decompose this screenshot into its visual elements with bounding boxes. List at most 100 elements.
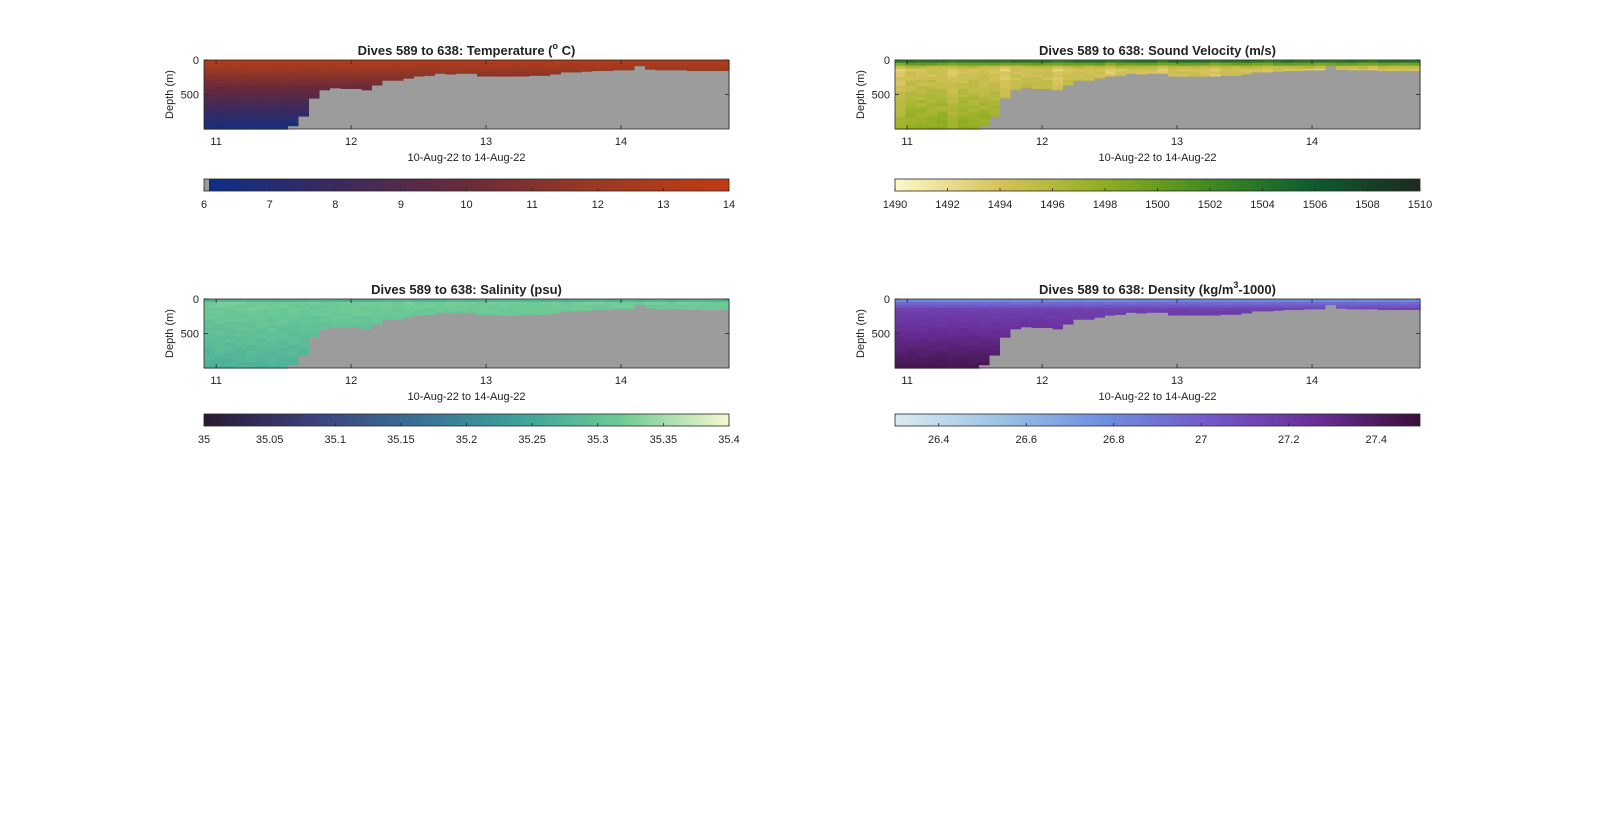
heatmap-cell — [403, 60, 415, 64]
heatmap-cell — [204, 339, 216, 343]
heatmap-cell — [958, 85, 970, 90]
heatmap-cell — [235, 324, 247, 329]
heatmap-cell — [1105, 62, 1117, 67]
heatmap-cell — [414, 307, 426, 312]
heatmap-cell — [288, 353, 300, 358]
heatmap-cell — [1031, 83, 1043, 87]
heatmap-cell — [916, 336, 928, 340]
heatmap-cell — [498, 65, 510, 70]
heatmap-cell — [958, 362, 970, 366]
heatmap-cell — [937, 123, 949, 127]
heatmap-cell — [1031, 80, 1043, 84]
heatmap-cell — [895, 68, 907, 73]
heatmap-cell — [288, 359, 300, 363]
colorbar-tick-label: 1504 — [1250, 199, 1274, 211]
heatmap-cell — [277, 359, 289, 363]
heatmap-cell — [382, 299, 394, 303]
heatmap-cell — [277, 88, 289, 93]
heatmap-cell — [968, 347, 980, 352]
colorbar-tick-label: 35.25 — [518, 434, 546, 446]
heatmap-cell — [246, 333, 258, 337]
heatmap-cell — [330, 324, 342, 328]
heatmap-cell — [267, 353, 279, 358]
heatmap-cell — [905, 111, 917, 116]
heatmap-cell — [288, 106, 300, 110]
heatmap-cell — [361, 77, 373, 81]
heatmap-cell — [256, 365, 268, 369]
heatmap-cell — [905, 356, 917, 360]
heatmap-cell — [298, 88, 310, 93]
heatmap-cell — [319, 80, 331, 84]
no-data-region — [1052, 329, 1064, 368]
heatmap-cell — [1294, 299, 1306, 303]
no-data-region — [403, 78, 415, 129]
no-data-region — [1084, 319, 1096, 368]
heatmap-cell — [1357, 60, 1369, 64]
heatmap-cell — [424, 60, 436, 64]
heatmap-cell — [204, 342, 216, 346]
heatmap-cell — [1336, 60, 1348, 64]
no-data-region — [582, 310, 594, 368]
heatmap-cell — [1052, 74, 1064, 78]
no-data-region — [309, 337, 321, 368]
heatmap-cell — [424, 65, 436, 70]
heatmap-cell — [989, 108, 1001, 113]
heatmap-cell — [1189, 62, 1201, 67]
heatmap-cell — [277, 71, 289, 75]
heatmap-cell — [424, 307, 436, 312]
heatmap-cell — [1073, 316, 1085, 320]
heatmap-cell — [298, 77, 310, 81]
heatmap-cell — [456, 71, 468, 75]
heatmap-cell — [1063, 68, 1075, 73]
heatmap-cell — [235, 91, 247, 96]
heatmap-cell — [958, 316, 970, 320]
heatmap-cell — [979, 345, 991, 349]
heatmap-cell — [214, 111, 226, 116]
heatmap-cell — [947, 304, 959, 309]
heatmap-cell — [225, 80, 237, 84]
heatmap-cell — [403, 71, 415, 75]
no-data-region — [634, 66, 646, 129]
heatmap-cell — [582, 299, 594, 303]
colorbar-tick-label: 27.4 — [1366, 434, 1387, 446]
heatmap-cell — [1063, 74, 1075, 78]
heatmap-cell — [1210, 74, 1222, 78]
heatmap-cell — [235, 111, 247, 116]
heatmap-cell — [895, 77, 907, 81]
heatmap-cell — [519, 313, 531, 317]
heatmap-cell — [916, 91, 928, 96]
heatmap-cell — [214, 62, 226, 67]
heatmap-cell — [916, 74, 928, 78]
heatmap-cell — [979, 60, 991, 64]
heatmap-cell — [582, 307, 594, 312]
heatmap-cell — [905, 62, 917, 67]
heatmap-cell — [424, 62, 436, 67]
heatmap-cell — [1042, 307, 1054, 312]
heatmap-cell — [905, 100, 917, 104]
heatmap-cell — [550, 304, 562, 309]
heatmap-cell — [571, 65, 583, 70]
heatmap-cell — [1010, 83, 1022, 87]
heatmap-cell — [403, 77, 415, 80]
no-data-region — [676, 70, 688, 129]
heatmap-cell — [926, 356, 938, 360]
no-data-region — [1021, 327, 1033, 368]
x-tick-label: 11 — [210, 375, 221, 387]
colorbar-border — [894, 413, 1421, 427]
heatmap-cell — [225, 100, 237, 104]
heatmap-cell — [277, 120, 289, 124]
heatmap-cell — [937, 106, 949, 110]
heatmap-cell — [1178, 74, 1190, 78]
no-data-region — [1273, 310, 1285, 368]
heatmap-cell — [895, 333, 907, 337]
x-tick-label: 13 — [1171, 136, 1183, 148]
heatmap-cell — [1241, 310, 1253, 314]
heatmap-cell — [477, 68, 489, 73]
heatmap-cell — [1241, 304, 1253, 309]
heatmap-cell — [676, 299, 688, 303]
no-data-region — [288, 126, 300, 129]
heatmap-cell — [1262, 299, 1274, 303]
heatmap-cell — [895, 71, 907, 75]
heatmap-cell — [288, 307, 300, 312]
no-data-region — [592, 310, 604, 368]
